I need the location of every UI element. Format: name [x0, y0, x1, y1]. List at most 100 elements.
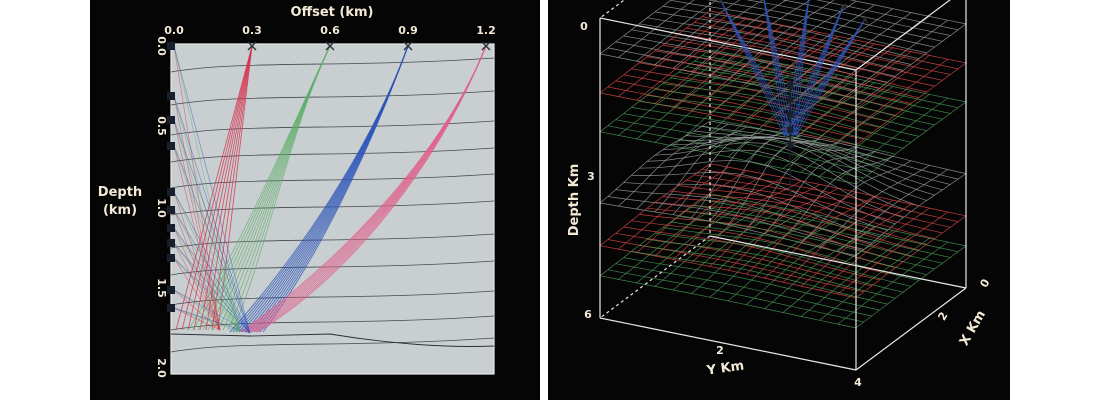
ray-path [173, 191, 221, 331]
surface-gray-top [618, 0, 695, 58]
source-markers [247, 41, 491, 51]
ray-path [789, 19, 866, 136]
source-x-marker [717, 0, 725, 5]
ray-path [173, 289, 241, 333]
depth-axis-title: Depth Km [567, 164, 582, 237]
ray-path [173, 95, 251, 334]
receiver-square [167, 224, 175, 232]
surface-green-upper [855, 101, 967, 185]
ray-path [173, 145, 221, 331]
ray-path [173, 145, 251, 334]
receiver-square [787, 141, 794, 148]
ray-paths [173, 45, 487, 334]
box-edge [709, 235, 967, 289]
surface-red-lower [702, 168, 959, 222]
ray-path [789, 0, 809, 136]
surface-green-lower [670, 221, 927, 276]
source-x-marker [403, 41, 413, 51]
ray-path [173, 242, 241, 333]
surface-green-upper [782, 86, 894, 169]
ray-path [173, 119, 241, 333]
layer-boundary [170, 147, 495, 163]
layer-boundary [170, 173, 495, 189]
surface-green-upper [819, 94, 930, 177]
layer-boundary [170, 120, 495, 136]
surface-gray-dome [678, 136, 935, 196]
ray-path [175, 45, 253, 331]
surface-green-upper [678, 71, 935, 126]
ray-path [173, 227, 221, 331]
bounding-box [599, 0, 967, 371]
surface-red-upper [709, 10, 967, 64]
receiver-square [787, 111, 794, 118]
surface-green-lower [654, 232, 912, 287]
left-panel-depth-offset-diagram: Offset (km) 0.0 0.3 0.6 0.9 1.2 Depth (k… [90, 0, 540, 400]
y-tick-0: 0.0 [155, 36, 168, 56]
x-tick-1: 0.3 [242, 24, 262, 37]
surface-gray-top [654, 11, 912, 65]
ray-path [792, 0, 809, 136]
surface-gray-top [670, 0, 927, 54]
surface-green-lower [709, 193, 967, 247]
receiver-square [787, 126, 794, 133]
ray-path [173, 289, 251, 334]
ray-path [795, 19, 866, 136]
box-edge [599, 0, 626, 19]
surface-red-lower [686, 179, 943, 234]
depth-tick-3: 3 [587, 170, 595, 183]
ray-path [720, 0, 794, 136]
ray-path [720, 0, 785, 136]
layer-boundary [170, 337, 495, 353]
ray-path [173, 209, 251, 334]
ray-path [783, 6, 844, 136]
surface-red-lower [782, 199, 894, 283]
ray-path [257, 45, 487, 333]
ray-path [173, 307, 241, 333]
ray-path [795, 0, 810, 136]
y-tick-2: 1.0 [155, 198, 168, 218]
receiver-square [167, 239, 175, 247]
ray-path [173, 257, 241, 333]
surface-red-upper [654, 50, 912, 104]
surface-red-upper [678, 33, 935, 87]
ray-path [720, 0, 788, 136]
surface-gray-top [599, 0, 672, 55]
x-tick-0: 0.0 [164, 24, 184, 37]
ray-path [173, 45, 241, 333]
surface-gray-dome [819, 165, 930, 248]
box-edge [855, 0, 951, 71]
ray-path [173, 227, 241, 333]
receiver-markers [167, 42, 175, 312]
surface-red-lower [678, 185, 935, 239]
3d-ray-trace-volume: 0 3 6 Depth Km 2 4 Y Km 2 0 X Km [567, 0, 993, 389]
ray-path [173, 209, 241, 333]
depth-tick-0: 0 [580, 20, 588, 33]
box-edge [855, 287, 967, 371]
surface-gray-dome [670, 136, 927, 201]
surface-green-lower [686, 210, 943, 264]
receiver-square [167, 188, 175, 196]
surface-gray-dome [654, 142, 912, 212]
source-x-marker [247, 41, 257, 51]
surface-green-lower [855, 245, 967, 329]
surface-red-upper [855, 62, 967, 146]
surface-gray-top [815, 0, 959, 31]
receiver-square [167, 286, 175, 294]
surface-green-lower [837, 241, 948, 325]
surface-green-upper [746, 78, 857, 161]
ray-path [173, 307, 251, 334]
box-edge [599, 317, 857, 371]
y-axis-tick-2: 2 [716, 344, 724, 357]
surface-gray-top [781, 0, 951, 36]
ray-path [720, 0, 791, 136]
y-tick-4: 2.0 [155, 358, 168, 378]
receiver-square [167, 92, 175, 100]
surface-gray-top [849, 0, 967, 25]
surface-green-lower [678, 215, 935, 270]
surface-green-upper [694, 60, 951, 114]
surface-green-lower [819, 238, 930, 321]
right-panel-3d-model: 0 3 6 Depth Km 2 4 Y Km 2 0 X Km [548, 0, 1010, 400]
surface-gray-dome [709, 120, 967, 174]
x-tick-2: 0.6 [320, 24, 340, 37]
ray-path [173, 257, 221, 331]
